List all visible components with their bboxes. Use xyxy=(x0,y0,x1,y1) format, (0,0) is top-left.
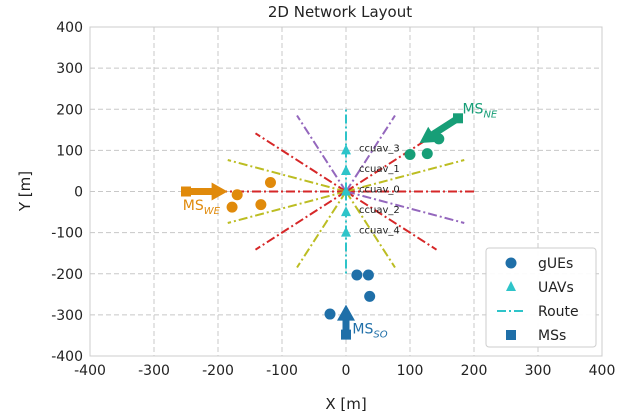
y-tick-label: -200 xyxy=(51,267,83,283)
legend-item: UAVs xyxy=(506,280,574,296)
gue-point xyxy=(231,189,243,201)
uav-label: ccuav_2 xyxy=(359,205,400,216)
route-line xyxy=(296,114,347,193)
route-line xyxy=(345,132,438,193)
legend-square-marker xyxy=(506,330,516,340)
x-tick-label: -100 xyxy=(266,363,298,379)
y-tick-label: -100 xyxy=(51,226,83,242)
legend-item: MSs xyxy=(506,328,566,344)
x-tick-label: -200 xyxy=(202,363,234,379)
x-tick-label: 400 xyxy=(589,363,616,379)
gue-point xyxy=(226,201,238,213)
x-tick-label: -400 xyxy=(74,363,106,379)
uav-marker xyxy=(341,144,351,155)
legend-label: UAVs xyxy=(538,280,574,296)
gue-point xyxy=(362,269,374,281)
y-tick-label: 300 xyxy=(56,61,83,77)
route-line xyxy=(227,190,347,224)
uav-marker xyxy=(341,164,351,175)
uav-marker xyxy=(341,226,351,237)
legend-box xyxy=(485,247,597,348)
ms-label-subscript: SO xyxy=(373,329,387,340)
uav-label: ccuav_1 xyxy=(359,164,400,175)
route-lines xyxy=(218,109,474,274)
y-tick-label: -400 xyxy=(51,349,83,365)
axis-ticks: -400 -300 -200 -100 0 100 200 300 400 -400 -300 -20… xyxy=(51,20,615,379)
route-line xyxy=(345,159,465,193)
ms-marker xyxy=(453,113,463,124)
ms-marker xyxy=(341,329,351,340)
route-line xyxy=(254,190,347,251)
y-tick-label: 200 xyxy=(56,102,83,118)
gue-point xyxy=(351,269,363,281)
gue-markers xyxy=(226,133,445,320)
ms-arrow xyxy=(337,304,355,335)
gue-point xyxy=(264,176,276,188)
ms-arrow xyxy=(186,182,228,201)
route-line xyxy=(254,132,347,193)
legend-circle-marker xyxy=(505,257,517,269)
x-tick-label: 200 xyxy=(461,363,488,379)
legend-triangle-marker xyxy=(506,281,516,291)
y-axis-label: Y [m] xyxy=(16,171,34,212)
route-line xyxy=(345,190,438,251)
uav-markers: ccuav_3 ccuav_1 ccuav_0 ccuav_2 ccuav_4 xyxy=(341,143,400,237)
y-tick-label: 100 xyxy=(56,143,83,159)
route-line xyxy=(296,190,347,269)
x-tick-label: 300 xyxy=(525,363,552,379)
legend-item: gUEs xyxy=(505,256,573,272)
uav-marker xyxy=(341,206,351,217)
gue-point xyxy=(255,199,267,211)
y-tick-label: -300 xyxy=(51,308,83,324)
legend: gUEs UAVs Route MSs xyxy=(485,247,597,348)
legend-label: MSs xyxy=(538,328,566,344)
x-axis-label: X [m] xyxy=(325,395,366,413)
legend-item: Route xyxy=(497,304,579,320)
ms-label-subscript: NE xyxy=(483,109,497,120)
ms-marker xyxy=(181,186,191,197)
route-line xyxy=(345,190,465,224)
route-line xyxy=(227,159,347,193)
ms-arrow xyxy=(419,115,460,143)
gue-point xyxy=(404,148,416,160)
uav-label: ccuav_3 xyxy=(359,143,400,154)
legend-label: gUEs xyxy=(538,256,573,272)
y-tick-label: 0 xyxy=(74,185,83,201)
route-line xyxy=(345,190,396,269)
uav-label: ccuav_4 xyxy=(359,226,400,237)
ms-label-subscript: WE xyxy=(204,206,221,217)
legend-label: Route xyxy=(538,304,579,320)
gue-point xyxy=(364,290,376,302)
gue-point xyxy=(324,308,336,320)
x-tick-label: 100 xyxy=(397,363,424,379)
chart-title: 2D Network Layout xyxy=(268,3,412,21)
x-tick-label: -300 xyxy=(138,363,170,379)
route-line xyxy=(345,114,396,193)
uav-marker xyxy=(341,185,351,196)
y-tick-label: 400 xyxy=(56,20,83,36)
x-tick-label: 0 xyxy=(342,363,351,379)
gue-point xyxy=(421,148,433,160)
uav-label: ccuav_0 xyxy=(359,185,400,196)
